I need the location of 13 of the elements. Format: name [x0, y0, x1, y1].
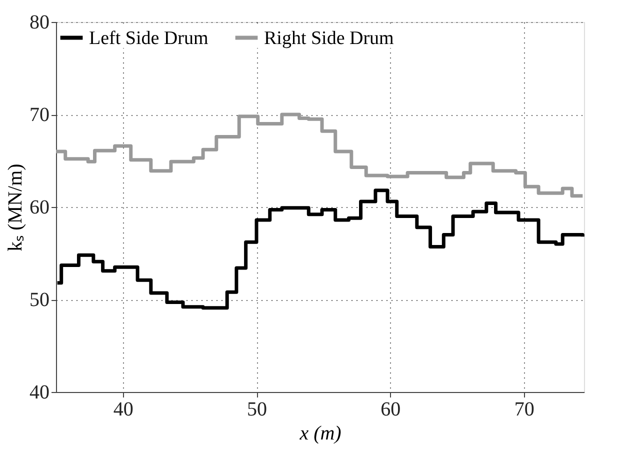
y-tick-label: 60: [30, 196, 50, 218]
legend-label: Right Side Drum: [264, 28, 394, 49]
x-tick-label: 40: [113, 398, 134, 420]
y-tick-label: 80: [30, 12, 50, 34]
x-tick-label: 70: [514, 398, 534, 420]
y-tick-label: 50: [30, 289, 50, 311]
legend-label: Left Side Drum: [89, 28, 208, 49]
y-tick-label: 70: [30, 104, 50, 126]
x-tick-label: 60: [380, 398, 401, 420]
y-tick-label: 40: [30, 382, 50, 404]
x-axis-title: x (m): [298, 422, 342, 444]
x-tick-label: 50: [247, 398, 268, 420]
y-axis-title: kₛ (MN/m): [4, 164, 26, 252]
